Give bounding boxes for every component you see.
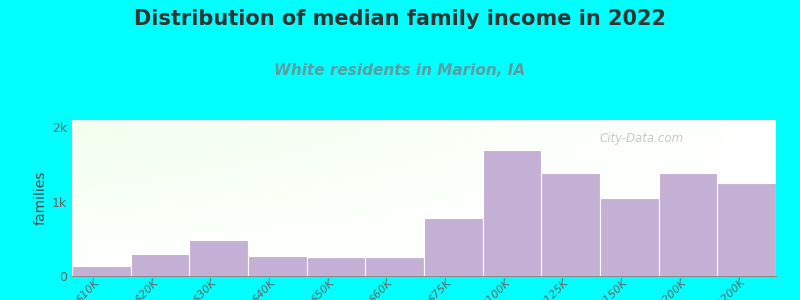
Bar xyxy=(542,173,600,276)
Bar xyxy=(306,257,366,276)
Bar xyxy=(190,240,248,276)
Bar xyxy=(72,266,130,276)
Text: Distribution of median family income in 2022: Distribution of median family income in … xyxy=(134,9,666,29)
Bar xyxy=(424,218,482,276)
Bar xyxy=(718,183,776,276)
Text: City-Data.com: City-Data.com xyxy=(600,133,684,146)
Bar xyxy=(600,198,658,276)
Bar xyxy=(130,254,190,276)
Bar xyxy=(248,256,306,276)
Bar xyxy=(366,257,424,276)
Bar xyxy=(658,173,718,276)
Y-axis label: families: families xyxy=(34,171,48,225)
Bar xyxy=(482,150,542,276)
Text: White residents in Marion, IA: White residents in Marion, IA xyxy=(274,63,526,78)
